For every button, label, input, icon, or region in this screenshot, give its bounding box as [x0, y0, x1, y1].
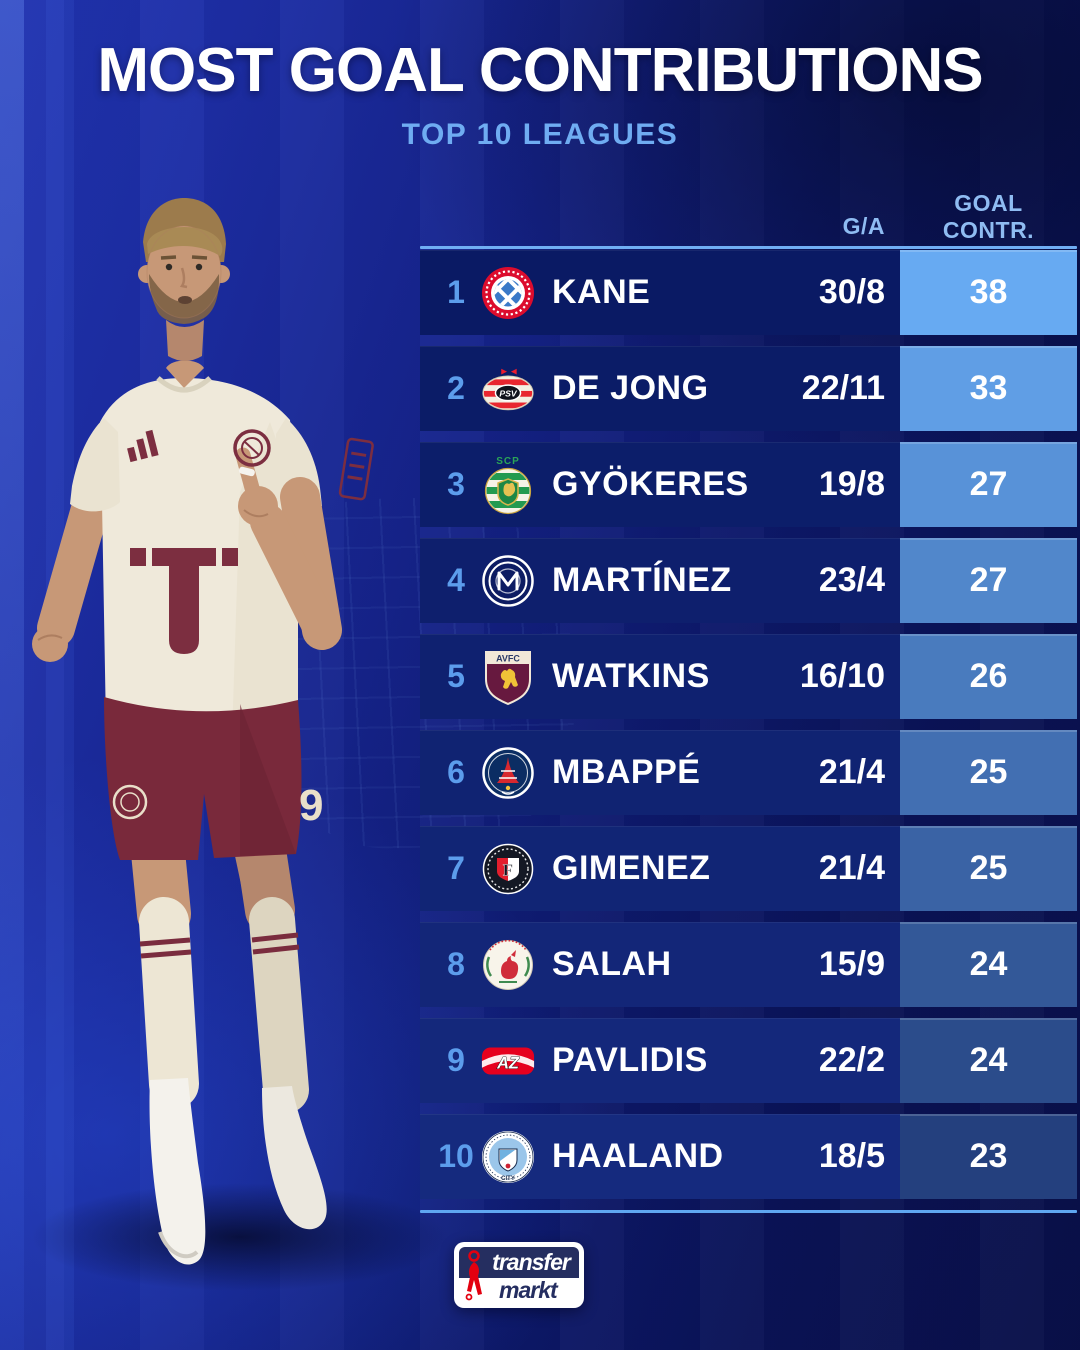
rank-label: 1 [447, 274, 465, 310]
ga-value: 15/9 [818, 945, 885, 983]
svg-text:AVFC: AVFC [496, 653, 520, 663]
rank-label: 3 [447, 466, 465, 502]
player-name: PAVLIDIS [552, 1041, 708, 1079]
ga-value: 18/5 [818, 1137, 885, 1175]
goal-contributions-value: 26 [900, 634, 1077, 719]
table-column-headers: G/A GOAL CONTR. [420, 178, 1077, 244]
club-badge-feyenoord: F [480, 841, 536, 897]
goal-contributions-value: 27 [900, 538, 1077, 623]
ga-value: 23/4 [818, 561, 885, 599]
goal-contributions-value: 27 [900, 442, 1077, 527]
leaderboard-table: 1 KANE 30/8 38 2 PSV DE JONG 22 [420, 246, 1077, 1213]
goal-contributions-value: 25 [900, 730, 1077, 815]
player-name: KANE [552, 273, 651, 311]
club-badge-psv: PSV [480, 361, 536, 417]
page-title: MOST GOAL CONTRIBUTIONS [97, 36, 983, 105]
ga-value: 21/4 [818, 849, 885, 887]
rank-label: 2 [447, 370, 465, 406]
player-photo: 9 [32, 198, 374, 1265]
table-row: 4 MARTÍNEZ 23/4 27 [420, 538, 1077, 623]
player-name: GIMENEZ [552, 849, 711, 887]
table-row: 2 PSV DE JONG 22/11 33 [420, 346, 1077, 431]
svg-text:PSV: PSV [499, 388, 518, 398]
table-bottom-divider [420, 1210, 1077, 1213]
svg-text:AZ: AZ [496, 1054, 520, 1072]
club-badge-liverpool [480, 937, 536, 993]
ga-value: 19/8 [818, 465, 885, 503]
ga-value: 30/8 [818, 273, 885, 311]
goal-contributions-value: 38 [900, 250, 1077, 335]
club-badge-villa: AVFC [480, 649, 536, 705]
transfermarkt-logo: transfer markt [454, 1242, 584, 1308]
player-name: DE JONG [552, 369, 709, 407]
table-top-divider [420, 246, 1077, 249]
player-name: MBAPPÉ [552, 753, 701, 791]
table-row: 10 CITY HAALAND 18/5 23 [420, 1114, 1077, 1199]
svg-text:F: F [503, 860, 513, 879]
table-row: 7 F GIMENEZ 21/4 25 [420, 826, 1077, 911]
column-header-goal-contr-line1: GOAL [954, 190, 1023, 216]
logo-word-markt: markt [499, 1277, 558, 1303]
table-row: 8 SALAH 15/9 24 [420, 922, 1077, 1007]
club-badge-bayern [480, 265, 536, 321]
player-name: MARTÍNEZ [552, 561, 732, 599]
table-rows: 1 KANE 30/8 38 2 PSV DE JONG 22 [420, 250, 1077, 1199]
goal-contributions-value: 24 [900, 1018, 1077, 1103]
club-badge-psg [480, 745, 536, 801]
rank-label: 4 [447, 562, 465, 598]
rank-label: 7 [447, 850, 465, 886]
goal-contributions-value: 25 [900, 826, 1077, 911]
goal-contributions-value: 23 [900, 1114, 1077, 1199]
ga-value: 22/11 [801, 369, 885, 407]
logo-top-band [459, 1247, 579, 1278]
table-row: 6 MBAPPÉ 21/4 25 [420, 730, 1077, 815]
column-header-goal-contr-line2: CONTR. [942, 217, 1035, 243]
rank-label: 10 [438, 1138, 474, 1174]
logo-word-transfer: transfer [492, 1249, 571, 1275]
table-row: 1 KANE 30/8 38 [420, 250, 1077, 335]
rank-label: 6 [447, 754, 465, 790]
player-name: SALAH [552, 945, 672, 983]
ga-value: 16/10 [799, 657, 885, 695]
column-header-ga: G/A [842, 213, 885, 239]
shorts-number: 9 [299, 781, 323, 830]
table-row: 5 AVFC WATKINS 16/10 26 [420, 634, 1077, 719]
transfermarkt-logo-inner: transfer markt [459, 1247, 579, 1303]
ga-value: 22/2 [818, 1041, 885, 1079]
club-badge-sporting: SCP [480, 456, 536, 514]
column-header-goal-contr: GOAL CONTR. [900, 190, 1077, 244]
player-name: HAALAND [552, 1137, 724, 1175]
goal-contributions-value: 33 [900, 346, 1077, 431]
club-badge-inter [480, 553, 536, 609]
table-row: 9 AZ PAVLIDIS 22/2 24 [420, 1018, 1077, 1103]
logo-player-figure-icon [465, 1250, 482, 1301]
club-badge-city: CITY [480, 1129, 536, 1185]
rank-label: 5 [447, 658, 465, 694]
ga-value: 21/4 [818, 753, 885, 791]
rank-label: 8 [447, 946, 465, 982]
svg-text:SCP: SCP [496, 456, 520, 467]
page-subtitle: TOP 10 LEAGUES [401, 118, 679, 151]
goal-contributions-value: 24 [900, 922, 1077, 1007]
player-name: GYÖKERES [552, 465, 749, 503]
rank-label: 9 [447, 1042, 465, 1078]
club-badge-az: AZ [480, 1033, 536, 1089]
table-row: 3 SCP GYÖKERES 19/8 27 [420, 442, 1077, 527]
svg-text:CITY: CITY [501, 1176, 515, 1182]
player-name: WATKINS [552, 657, 710, 695]
